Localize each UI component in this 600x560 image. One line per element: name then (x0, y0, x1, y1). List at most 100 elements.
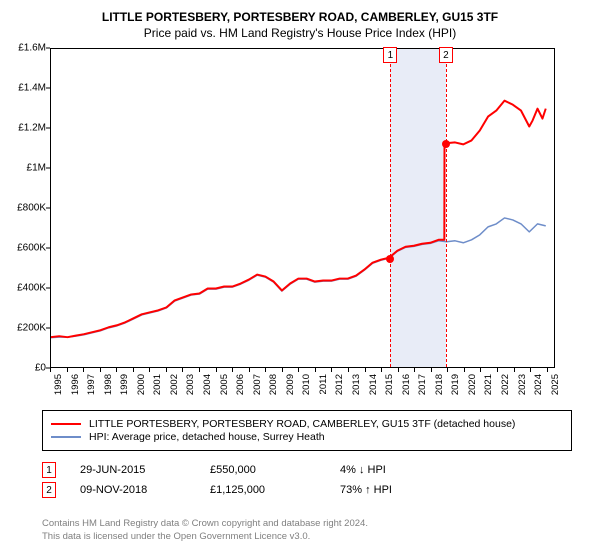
y-tick-mark (46, 208, 50, 209)
x-tick-label: 2010 (301, 374, 312, 395)
y-tick-mark (46, 248, 50, 249)
legend-item: HPI: Average price, detached house, Surr… (51, 431, 563, 443)
x-tick-mark (514, 368, 515, 372)
x-tick-label: 1996 (70, 374, 81, 395)
x-tick-mark (249, 368, 250, 372)
x-tick-label: 1995 (53, 374, 64, 395)
footer: Contains HM Land Registry data © Crown c… (42, 518, 572, 544)
y-tick-label: £1.2M (0, 123, 46, 134)
y-tick-label: £1.4M (0, 83, 46, 94)
title-line-1: LITTLE PORTESBERY, PORTESBERY ROAD, CAMB… (10, 10, 590, 24)
marker-line-2 (446, 49, 447, 367)
marker-box-2: 2 (439, 47, 453, 63)
x-tick-mark (67, 368, 68, 372)
y-tick-mark (46, 288, 50, 289)
legend: LITTLE PORTESBERY, PORTESBERY ROAD, CAMB… (42, 410, 572, 451)
x-tick-label: 2013 (351, 374, 362, 395)
legend-item: LITTLE PORTESBERY, PORTESBERY ROAD, CAMB… (51, 418, 563, 430)
legend-swatch (51, 423, 81, 425)
x-tick-label: 2003 (185, 374, 196, 395)
x-tick-label: 2017 (417, 374, 428, 395)
x-tick-mark (480, 368, 481, 372)
x-tick-mark (414, 368, 415, 372)
x-tick-label: 2015 (384, 374, 395, 395)
x-tick-mark (149, 368, 150, 372)
x-tick-label: 2012 (334, 374, 345, 395)
x-tick-mark (447, 368, 448, 372)
x-tick-mark (199, 368, 200, 372)
x-tick-label: 2008 (268, 374, 279, 395)
x-tick-mark (464, 368, 465, 372)
x-tick-mark (232, 368, 233, 372)
x-tick-label: 2002 (169, 374, 180, 395)
x-tick-mark (331, 368, 332, 372)
sales-marker: 2 (42, 482, 56, 498)
sales-marker: 1 (42, 462, 56, 478)
y-tick-mark (46, 128, 50, 129)
x-tick-mark (100, 368, 101, 372)
sales-date: 29-JUN-2015 (80, 464, 210, 476)
plot-area: 12 (50, 48, 555, 368)
x-tick-mark (547, 368, 548, 372)
x-tick-mark (216, 368, 217, 372)
chart-title: LITTLE PORTESBERY, PORTESBERY ROAD, CAMB… (0, 0, 600, 44)
x-tick-label: 1997 (86, 374, 97, 395)
legend-label: LITTLE PORTESBERY, PORTESBERY ROAD, CAMB… (89, 418, 515, 430)
price-dot-1 (386, 255, 394, 263)
x-tick-label: 2011 (318, 374, 329, 394)
y-tick-mark (46, 168, 50, 169)
x-tick-mark (50, 368, 51, 372)
sales-pct-vs-hpi: 73% ↑ HPI (340, 484, 572, 496)
x-tick-mark (83, 368, 84, 372)
series-price_paid (51, 101, 546, 338)
sales-price: £550,000 (210, 464, 340, 476)
legend-swatch (51, 436, 81, 438)
x-tick-mark (398, 368, 399, 372)
x-tick-mark (365, 368, 366, 372)
footer-line-2: This data is licensed under the Open Gov… (42, 531, 572, 544)
x-tick-mark (381, 368, 382, 372)
x-tick-label: 2018 (434, 374, 445, 395)
x-tick-mark (348, 368, 349, 372)
x-tick-label: 2019 (450, 374, 461, 395)
x-tick-mark (265, 368, 266, 372)
sales-pct-vs-hpi: 4% ↓ HPI (340, 464, 572, 476)
marker-box-1: 1 (383, 47, 397, 63)
y-tick-label: £400K (0, 283, 46, 294)
marker-line-1 (390, 49, 391, 367)
x-tick-mark (497, 368, 498, 372)
chart: 12 £0£200K£400K£600K£800K£1M£1.2M£1.4M£1… (0, 48, 560, 398)
x-tick-label: 2004 (202, 374, 213, 395)
price-dot-2 (442, 140, 450, 148)
x-tick-mark (133, 368, 134, 372)
y-tick-label: £800K (0, 203, 46, 214)
chart-lines (51, 49, 554, 367)
title-line-2: Price paid vs. HM Land Registry's House … (10, 26, 590, 40)
x-tick-label: 2020 (467, 374, 478, 395)
x-tick-mark (431, 368, 432, 372)
y-tick-label: £1.6M (0, 43, 46, 54)
x-tick-label: 2005 (219, 374, 230, 395)
sales-price: £1,125,000 (210, 484, 340, 496)
x-tick-label: 2021 (483, 374, 494, 395)
x-tick-label: 2009 (285, 374, 296, 395)
x-tick-label: 2023 (517, 374, 528, 395)
x-tick-mark (315, 368, 316, 372)
y-tick-label: £0 (0, 363, 46, 374)
y-tick-mark (46, 328, 50, 329)
x-tick-mark (530, 368, 531, 372)
x-tick-label: 2001 (152, 374, 163, 395)
x-tick-label: 2000 (136, 374, 147, 395)
x-tick-mark (116, 368, 117, 372)
x-tick-label: 2016 (401, 374, 412, 395)
y-tick-mark (46, 88, 50, 89)
x-tick-mark (298, 368, 299, 372)
sales-row: 2 09-NOV-2018£1,125,00073% ↑ HPI (42, 482, 572, 498)
x-tick-mark (166, 368, 167, 372)
x-tick-mark (282, 368, 283, 372)
sales-date: 09-NOV-2018 (80, 484, 210, 496)
x-tick-label: 2007 (252, 374, 263, 395)
legend-label: HPI: Average price, detached house, Surr… (89, 431, 325, 443)
x-tick-label: 1998 (103, 374, 114, 395)
x-tick-label: 2014 (368, 374, 379, 395)
